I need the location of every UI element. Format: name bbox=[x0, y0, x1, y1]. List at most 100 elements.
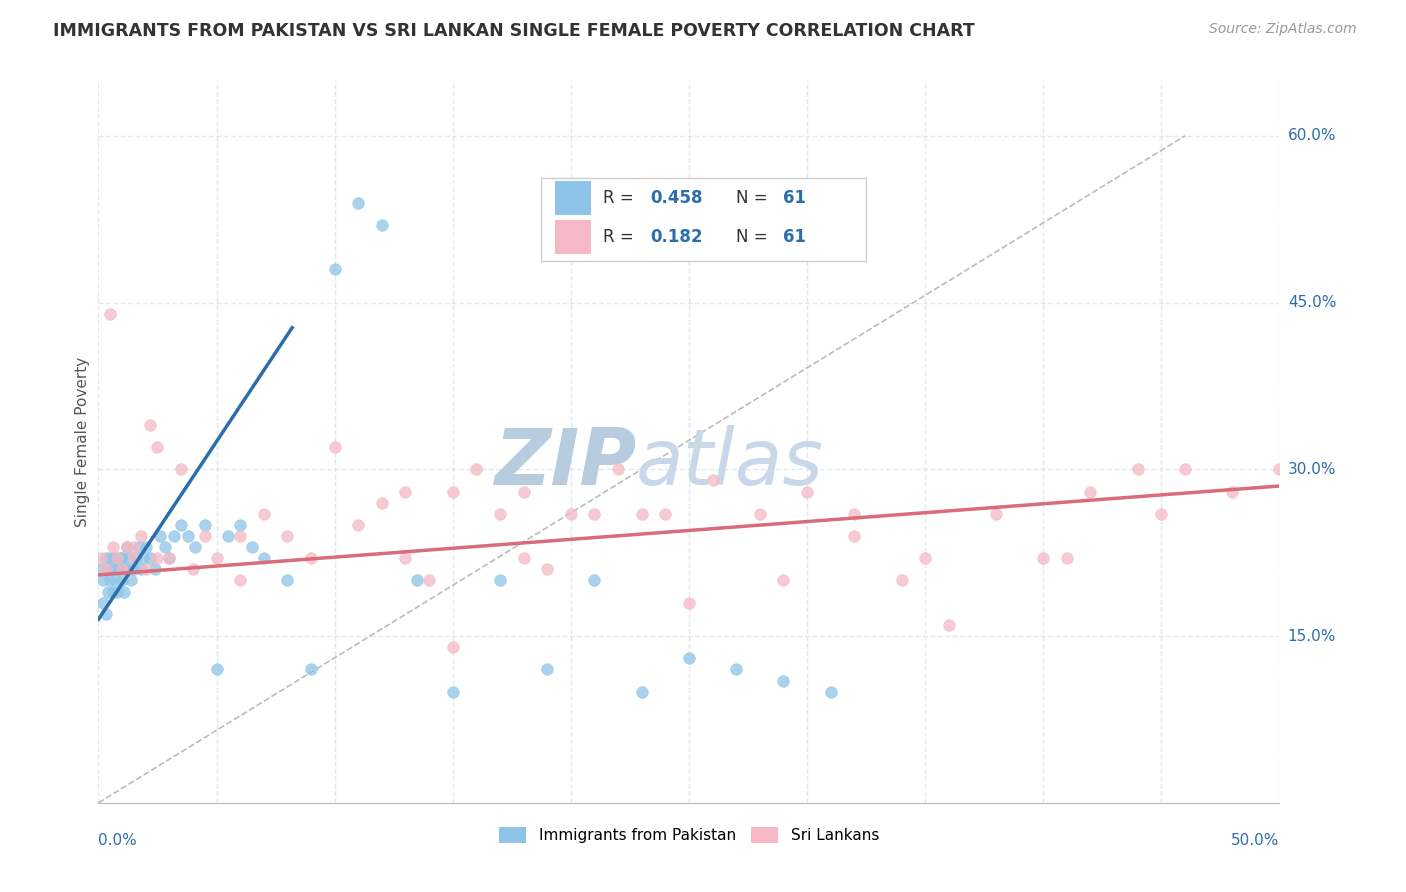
Point bbox=[560, 507, 582, 521]
Point bbox=[101, 540, 124, 554]
Point bbox=[512, 484, 534, 499]
Point bbox=[111, 574, 134, 588]
Point bbox=[111, 551, 134, 566]
Point bbox=[111, 562, 134, 576]
Point bbox=[536, 562, 558, 576]
Point bbox=[105, 551, 128, 566]
Point bbox=[101, 562, 124, 576]
Text: 15.0%: 15.0% bbox=[1288, 629, 1336, 643]
Point bbox=[205, 662, 228, 676]
Point bbox=[146, 551, 169, 566]
Point bbox=[748, 507, 770, 521]
Point bbox=[139, 417, 162, 432]
Point bbox=[984, 507, 1007, 521]
Point bbox=[938, 618, 960, 632]
Point bbox=[125, 551, 148, 566]
Point bbox=[441, 640, 464, 655]
Point bbox=[135, 562, 157, 576]
Point bbox=[441, 484, 464, 499]
Point bbox=[105, 584, 128, 599]
Point bbox=[115, 540, 138, 554]
Point bbox=[184, 540, 207, 554]
Point bbox=[1174, 462, 1197, 476]
Point bbox=[772, 574, 794, 588]
Point bbox=[104, 574, 127, 588]
Point bbox=[796, 484, 818, 499]
Text: 30.0%: 30.0% bbox=[1288, 462, 1336, 477]
Text: 60.0%: 60.0% bbox=[1288, 128, 1336, 144]
Text: 45.0%: 45.0% bbox=[1288, 295, 1336, 310]
Point bbox=[229, 517, 252, 532]
Point bbox=[1056, 551, 1078, 566]
Text: 61: 61 bbox=[783, 228, 807, 246]
Text: 61: 61 bbox=[783, 189, 807, 207]
Point bbox=[115, 562, 138, 576]
Point bbox=[914, 551, 936, 566]
Point bbox=[98, 551, 121, 566]
Point bbox=[394, 484, 416, 499]
Point bbox=[394, 551, 416, 566]
Point bbox=[217, 529, 239, 543]
Point bbox=[205, 551, 228, 566]
Point bbox=[122, 562, 145, 576]
Text: 0.458: 0.458 bbox=[650, 189, 703, 207]
Point bbox=[489, 507, 512, 521]
Point bbox=[129, 529, 152, 543]
Point bbox=[702, 474, 724, 488]
Text: N =: N = bbox=[737, 189, 773, 207]
Point bbox=[406, 574, 429, 588]
Text: ZIP: ZIP bbox=[494, 425, 636, 501]
Point bbox=[129, 562, 152, 576]
Point bbox=[90, 562, 112, 576]
Text: R =: R = bbox=[603, 189, 638, 207]
Point bbox=[97, 584, 120, 599]
Point bbox=[94, 551, 117, 566]
Point bbox=[170, 517, 193, 532]
Point bbox=[465, 462, 488, 476]
Point bbox=[157, 551, 180, 566]
Point bbox=[1150, 507, 1173, 521]
Point bbox=[1220, 484, 1243, 499]
Point bbox=[181, 562, 204, 576]
FancyBboxPatch shape bbox=[541, 178, 866, 260]
Text: Source: ZipAtlas.com: Source: ZipAtlas.com bbox=[1209, 22, 1357, 37]
Point bbox=[347, 517, 370, 532]
Point bbox=[121, 574, 143, 588]
Point bbox=[253, 507, 276, 521]
Point bbox=[844, 507, 866, 521]
Point bbox=[607, 462, 630, 476]
Point bbox=[90, 551, 112, 566]
Point bbox=[489, 574, 512, 588]
Point bbox=[276, 529, 298, 543]
Point bbox=[630, 684, 652, 698]
Point bbox=[91, 596, 114, 610]
Point bbox=[1126, 462, 1149, 476]
Point bbox=[122, 540, 145, 554]
Point bbox=[194, 529, 217, 543]
Text: atlas: atlas bbox=[636, 425, 824, 501]
Text: R =: R = bbox=[603, 228, 638, 246]
Point bbox=[630, 507, 652, 521]
Point bbox=[678, 651, 700, 665]
Point bbox=[276, 574, 298, 588]
Point bbox=[536, 662, 558, 676]
Legend: Immigrants from Pakistan, Sri Lankans: Immigrants from Pakistan, Sri Lankans bbox=[492, 822, 886, 849]
Point bbox=[772, 673, 794, 688]
Bar bbox=[555, 181, 591, 215]
Point bbox=[97, 562, 120, 576]
Point bbox=[725, 662, 748, 676]
Point bbox=[101, 584, 124, 599]
Point bbox=[347, 195, 370, 210]
Point bbox=[229, 574, 252, 588]
Point bbox=[253, 551, 276, 566]
Point bbox=[512, 551, 534, 566]
Text: IMMIGRANTS FROM PAKISTAN VS SRI LANKAN SINGLE FEMALE POVERTY CORRELATION CHART: IMMIGRANTS FROM PAKISTAN VS SRI LANKAN S… bbox=[53, 22, 976, 40]
Point bbox=[108, 551, 131, 566]
Point bbox=[108, 562, 131, 576]
Point bbox=[678, 596, 700, 610]
Point bbox=[583, 574, 606, 588]
Point bbox=[153, 540, 176, 554]
Point bbox=[157, 551, 180, 566]
Point bbox=[299, 662, 322, 676]
Point bbox=[299, 551, 322, 566]
